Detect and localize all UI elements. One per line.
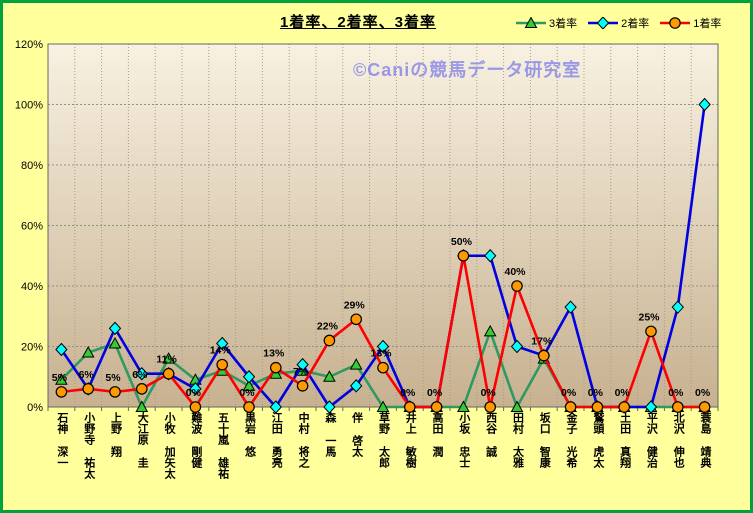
data-label-1st-rate: 22%: [317, 320, 339, 332]
x-axis-category-label: 蓑島 靖典: [699, 412, 712, 468]
chart-title: 1着率、2着率、3着率: [279, 14, 437, 31]
x-axis-category-label: 井上 敏樹: [404, 412, 417, 468]
x-axis-category-label: 石神 深一: [55, 412, 68, 468]
x-axis-category-label: 小野寺 祐太: [82, 412, 95, 479]
data-label-1st-rate: 0%: [668, 387, 684, 399]
x-axis-category: 鷲頭 虎太: [584, 412, 611, 490]
x-axis-category: 小牧 加矢太: [155, 412, 182, 490]
legend-item-1st-rate: 1着率: [659, 15, 721, 31]
x-axis-category-label: 江田 勇亮: [270, 412, 283, 468]
x-axis-category: 西谷 誠: [477, 412, 504, 490]
line-chart: 0% 20% 40% 60% 80% 100% 120% 5% 6% 5% 6% 11% 0% 14% 0%…: [15, 39, 719, 414]
x-axis-category-label: 小牧 加矢太: [163, 412, 176, 479]
x-axis-category: 井上 敏樹: [396, 412, 423, 490]
x-axis-category: 森 一馬: [316, 412, 343, 490]
data-label-1st-rate: 6%: [132, 369, 148, 381]
data-label-1st-rate: 0%: [695, 387, 711, 399]
data-label-1st-rate: 0%: [400, 387, 416, 399]
data-label-1st-rate: 0%: [561, 387, 577, 399]
x-axis-category-label: 森 一馬: [323, 412, 336, 457]
x-axis-category-label: 坂口 智康: [538, 412, 551, 468]
y-axis-tick-label: 20%: [21, 342, 43, 354]
legend-label-2nd-rate: 2着率: [621, 18, 650, 30]
legend-item-2nd-rate: 2着率: [587, 15, 649, 31]
x-axis-category-label: 小坂 忠士: [457, 412, 470, 468]
legend: 3着率 2着率 1着率: [515, 15, 721, 31]
y-axis-tick-label: 120%: [15, 39, 43, 51]
x-axis-category: 小野寺 祐太: [75, 412, 102, 490]
data-label-1st-rate: 25%: [638, 311, 660, 323]
x-axis-category-label: 西谷 誠: [484, 412, 497, 457]
x-axis-category-label: 高田 潤: [431, 412, 444, 457]
data-label-1st-rate: 0%: [239, 387, 255, 399]
data-label-1st-rate: 40%: [504, 266, 526, 278]
x-axis-category: 中村 将之: [289, 412, 316, 490]
x-axis-category: 蓑島 靖典: [691, 412, 718, 490]
x-axis-category: 坂口 智康: [530, 412, 557, 490]
x-axis-category: 大江原 圭: [128, 412, 155, 490]
y-axis-tick-label: 40%: [21, 281, 43, 293]
legend-label-1st-rate: 1着率: [693, 18, 722, 30]
x-axis-category: 難波 剛健: [182, 412, 209, 490]
circle-marker-icon: [660, 17, 691, 29]
data-label-1st-rate: 11%: [156, 354, 177, 366]
legend-item-3rd-rate: 3着率: [515, 15, 577, 31]
data-label-1st-rate: 7%: [293, 366, 309, 378]
x-axis-category-label: 平沢 健治: [645, 412, 658, 468]
x-axis-category: 江田 勇亮: [262, 412, 289, 490]
x-axis-category-label: 草野 太郎: [377, 412, 390, 468]
x-axis-category: 五十嵐 雄祐: [209, 412, 236, 490]
x-axis-category: 北沢 伸也: [664, 412, 691, 490]
x-axis-category-label: 鷲頭 虎太: [591, 412, 604, 468]
data-label-1st-rate: 5%: [52, 372, 68, 384]
x-axis-category-label: 田村 太雅: [511, 412, 524, 468]
watermark-text: ©Caniの競馬データ研究室: [353, 60, 582, 80]
data-label-1st-rate: 50%: [451, 236, 473, 248]
x-axis-category-label: 五十嵐 雄祐: [216, 412, 229, 479]
x-axis-category: 田村 太雅: [504, 412, 531, 490]
data-label-1st-rate: 13%: [370, 348, 392, 360]
x-axis-category-label: 難波 剛健: [189, 412, 202, 468]
x-axis-category-label: 黒岩 悠: [243, 412, 256, 457]
x-axis-category-label: 伴 啓太: [350, 412, 363, 457]
x-axis-category: 黒岩 悠: [236, 412, 263, 490]
x-axis-category-label: 大江原 圭: [136, 412, 149, 468]
data-label-1st-rate: 0%: [481, 387, 497, 399]
x-axis-category-label: 北沢 伸也: [672, 412, 685, 468]
data-label-1st-rate: 0%: [615, 387, 631, 399]
triangle-marker-icon: [516, 17, 546, 28]
y-axis-tick-label: 60%: [21, 221, 43, 233]
x-axis-category: 石神 深一: [48, 412, 75, 490]
data-label-1st-rate: 0%: [427, 387, 443, 399]
x-axis-category: 小坂 忠士: [450, 412, 477, 490]
legend-label-3rd-rate: 3着率: [549, 18, 578, 30]
data-label-1st-rate: 6%: [79, 369, 95, 381]
y-axis-tick-label: 0%: [27, 402, 43, 414]
y-axis-tick-label: 100%: [15, 100, 43, 112]
data-label-1st-rate: 29%: [344, 299, 366, 311]
data-label-1st-rate: 0%: [186, 387, 202, 399]
data-label-1st-rate: 0%: [588, 387, 604, 399]
x-axis-category: 草野 太郎: [370, 412, 397, 490]
x-axis-labels: 石神 深一 小野寺 祐太 上野 翔 大江原 圭 小牧 加矢太 難波 剛健 五十嵐 雄祐 黒岩 …: [48, 412, 718, 490]
x-axis-category: 金子 光希: [557, 412, 584, 490]
data-label-1st-rate: 13%: [263, 348, 285, 360]
diamond-marker-icon: [588, 17, 619, 29]
x-axis-category-label: 土田 真翔: [618, 412, 631, 468]
x-axis-category: 土田 真翔: [611, 412, 638, 490]
x-axis-category: 伴 啓太: [343, 412, 370, 490]
x-axis-category-label: 金子 光希: [565, 412, 578, 468]
data-label-1st-rate: 17%: [531, 336, 553, 348]
x-axis-category: 平沢 健治: [638, 412, 665, 490]
y-axis-tick-label: 80%: [21, 160, 43, 172]
x-axis-category-label: 中村 将之: [297, 412, 310, 468]
data-label-1st-rate: 5%: [105, 372, 121, 384]
data-label-1st-rate: 14%: [210, 345, 232, 357]
x-axis-category: 上野 翔: [102, 412, 129, 490]
x-axis-category: 高田 潤: [423, 412, 450, 490]
x-axis-category-label: 上野 翔: [109, 412, 122, 457]
